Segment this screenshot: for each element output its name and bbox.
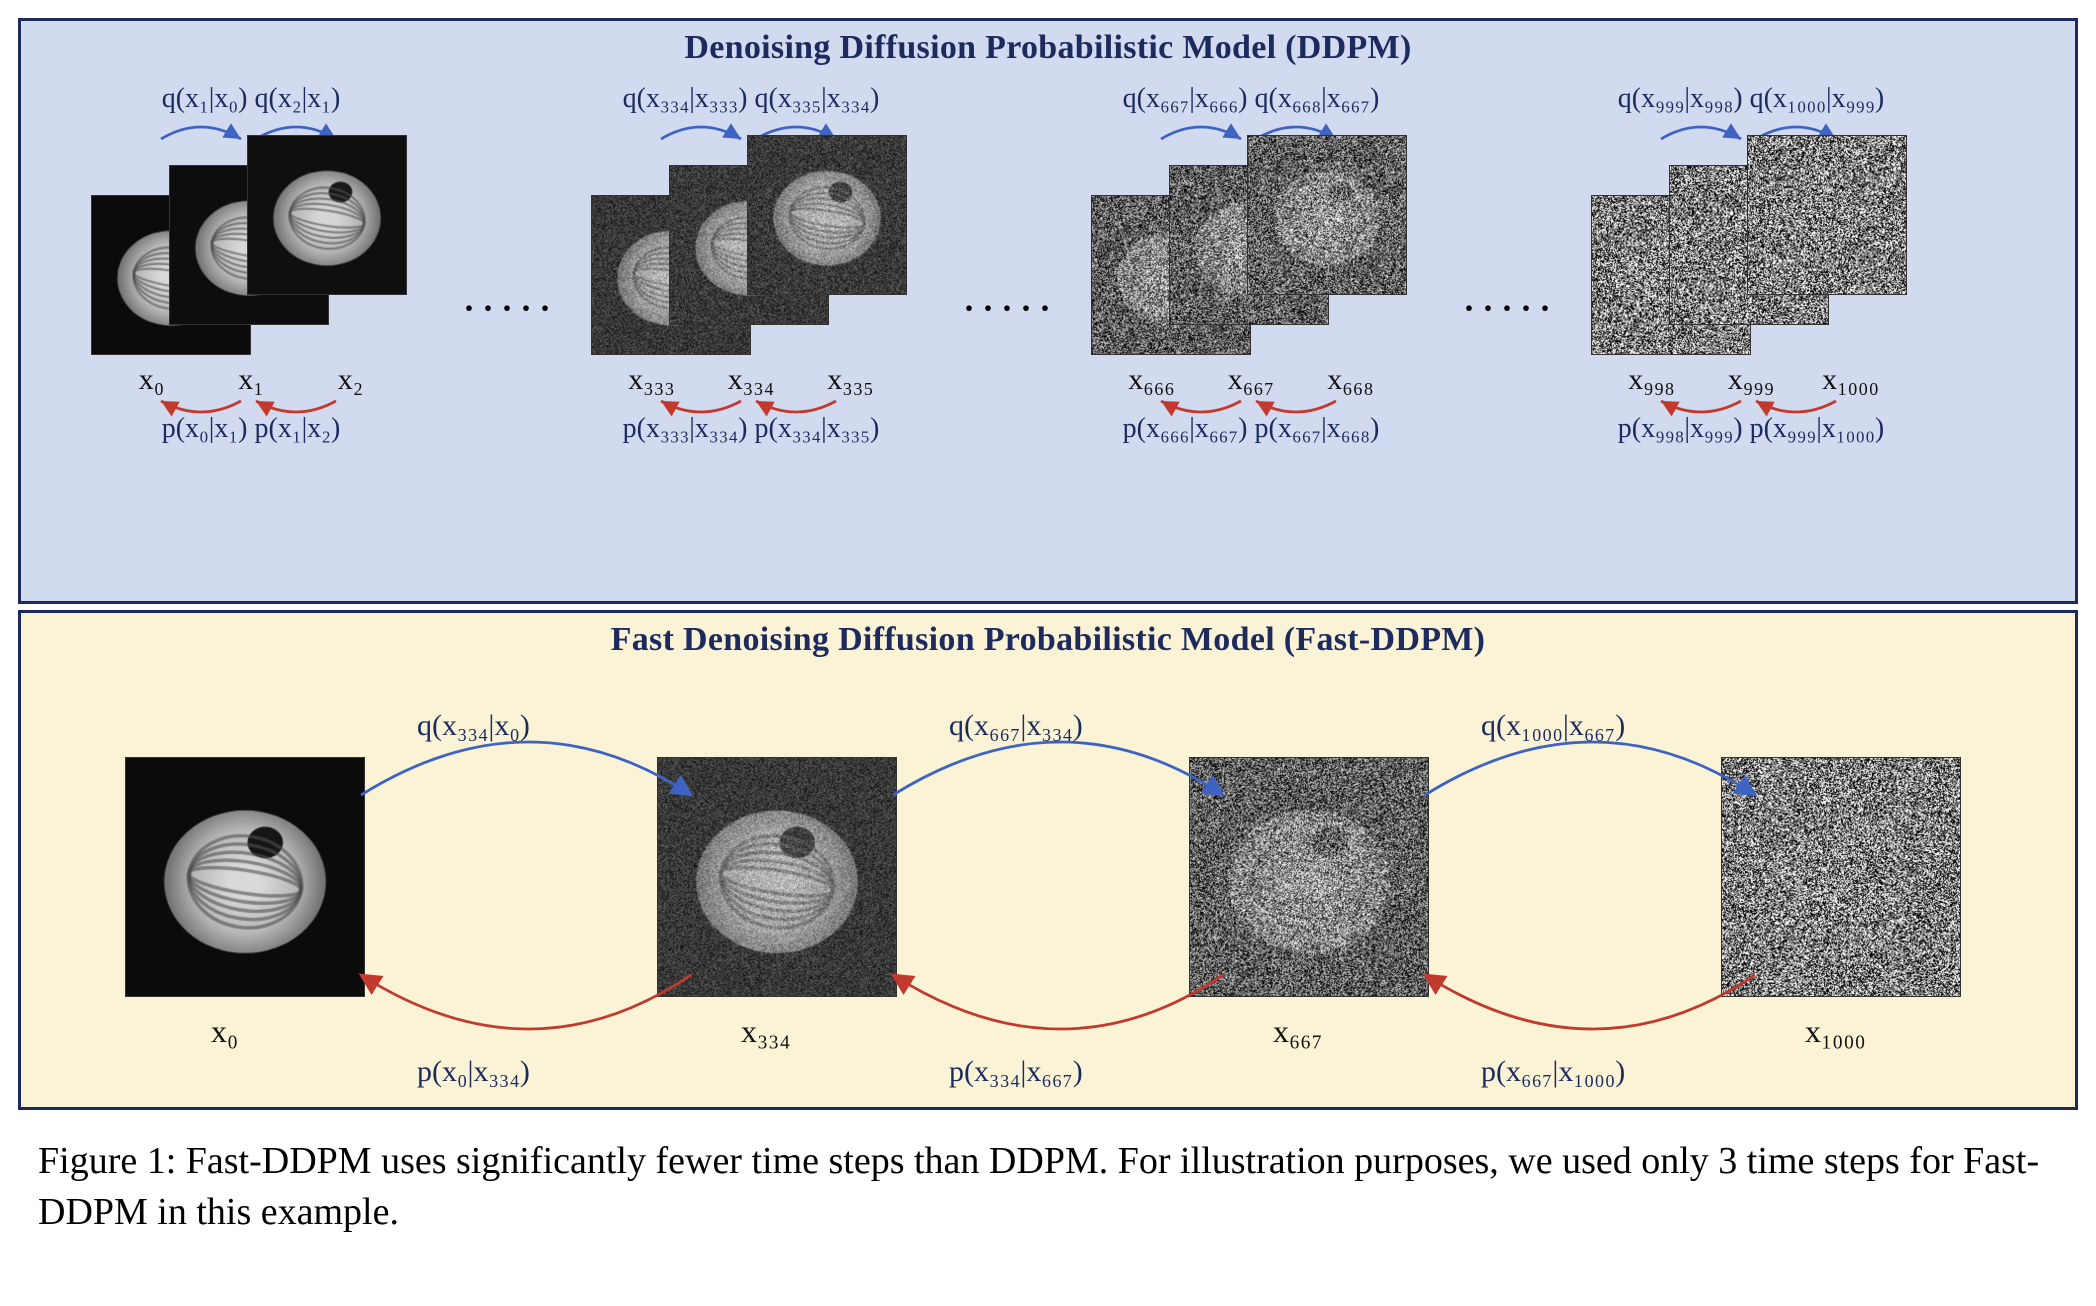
fast-title: Fast Denoising Diffusion Probabilistic M…	[21, 613, 2075, 659]
fast-xlabel: x₀	[211, 1013, 238, 1050]
fast-xlabel: x₆₆₇	[1273, 1013, 1322, 1050]
fast-q-label: q(x₁₀₀₀|x₆₆₇)	[1481, 709, 1625, 743]
x-labels-1: x₃₃₃ x₃₃₄ x₃₃₅	[591, 363, 911, 397]
ellipsis-icon: ·····	[1461, 281, 1556, 336]
ddpm-group-0: q(x₁|x₀) q(x₂|x₁) x₀ x₁ x₂	[91, 81, 411, 385]
ddpm-group-1: q(x₃₃₄|x₃₃₃) q(x₃₃₅|x₃₃₄) x₃₃₃ x₃₃₄ x₃₃₅	[591, 81, 911, 385]
q-labels-2: q(x₆₆₇|x₆₆₆) q(x₆₆₈|x₆₆₇)	[1091, 83, 1411, 115]
q-labels-3: q(x₉₉₉|x₉₉₈) q(x₁₀₀₀|x₉₉₉)	[1591, 83, 1911, 115]
image-triple	[91, 135, 411, 385]
image-triple	[1091, 135, 1411, 385]
image-triple	[1591, 135, 1911, 385]
ellipsis-icon: ·····	[961, 281, 1056, 336]
figure-wrapper: Denoising Diffusion Probabilistic Model …	[18, 18, 2078, 1239]
x-labels-3: x₉₉₈ x₉₉₉ x₁₀₀₀	[1591, 363, 1911, 397]
fast-p-label: p(x₀|x₃₃₄)	[417, 1055, 530, 1089]
diffusion-frame	[247, 135, 407, 295]
figure-caption: Figure 1: Fast-DDPM uses significantly f…	[38, 1136, 2058, 1239]
ddpm-row: q(x₁|x₀) q(x₂|x₁) x₀ x₁ x₂	[51, 81, 2045, 581]
fast-xlabel: x₃₃₄	[741, 1013, 790, 1050]
fast-q-label: q(x₃₃₄|x₀)	[417, 709, 530, 743]
q-labels-1: q(x₃₃₄|x₃₃₃) q(x₃₃₅|x₃₃₄)	[591, 83, 911, 115]
p-labels-0: p(x₀|x₁) p(x₁|x₂)	[91, 413, 411, 445]
ddpm-group-3: q(x₉₉₉|x₉₉₈) q(x₁₀₀₀|x₉₉₉) x₉₉₈ x₉₉₉ x₁₀…	[1591, 81, 1911, 385]
fast-p-label: p(x₃₃₄|x₆₆₇)	[949, 1055, 1083, 1089]
p-labels-1: p(x₃₃₃|x₃₃₄) p(x₃₃₄|x₃₃₅)	[591, 413, 911, 445]
ddpm-group-2: q(x₆₆₇|x₆₆₆) q(x₆₆₈|x₆₆₇) x₆₆₆ x₆₆₇ x₆₆₈	[1091, 81, 1411, 385]
diffusion-frame	[1189, 757, 1429, 997]
panel-fast-ddpm: Fast Denoising Diffusion Probabilistic M…	[18, 610, 2078, 1110]
diffusion-frame	[1721, 757, 1961, 997]
fast-row: x₀ x₃₃₄ x₆₆₇ x₁₀₀₀ q(x₃₃₄|x₀) q(x₆₆	[61, 675, 2035, 1095]
ellipsis-icon: ·····	[461, 281, 556, 336]
panel-ddpm: Denoising Diffusion Probabilistic Model …	[18, 18, 2078, 604]
q-labels-0: q(x₁|x₀) q(x₂|x₁)	[91, 83, 411, 115]
p-labels-2: p(x₆₆₆|x₆₆₇) p(x₆₆₇|x₆₆₈)	[1091, 413, 1411, 445]
diffusion-frame	[747, 135, 907, 295]
diffusion-frame	[125, 757, 365, 997]
ddpm-title: Denoising Diffusion Probabilistic Model …	[21, 21, 2075, 67]
image-triple	[591, 135, 911, 385]
x-labels-2: x₆₆₆ x₆₆₇ x₆₆₈	[1091, 363, 1411, 397]
x-labels-0: x₀ x₁ x₂	[91, 363, 411, 397]
fast-p-label: p(x₆₆₇|x₁₀₀₀)	[1481, 1055, 1625, 1089]
fast-xlabel: x₁₀₀₀	[1805, 1013, 1866, 1050]
diffusion-frame	[1247, 135, 1407, 295]
fast-q-label: q(x₆₆₇|x₃₃₄)	[949, 709, 1083, 743]
p-labels-3: p(x₉₉₈|x₉₉₉) p(x₉₉₉|x₁₀₀₀)	[1591, 413, 1911, 445]
diffusion-frame	[1747, 135, 1907, 295]
diffusion-frame	[657, 757, 897, 997]
